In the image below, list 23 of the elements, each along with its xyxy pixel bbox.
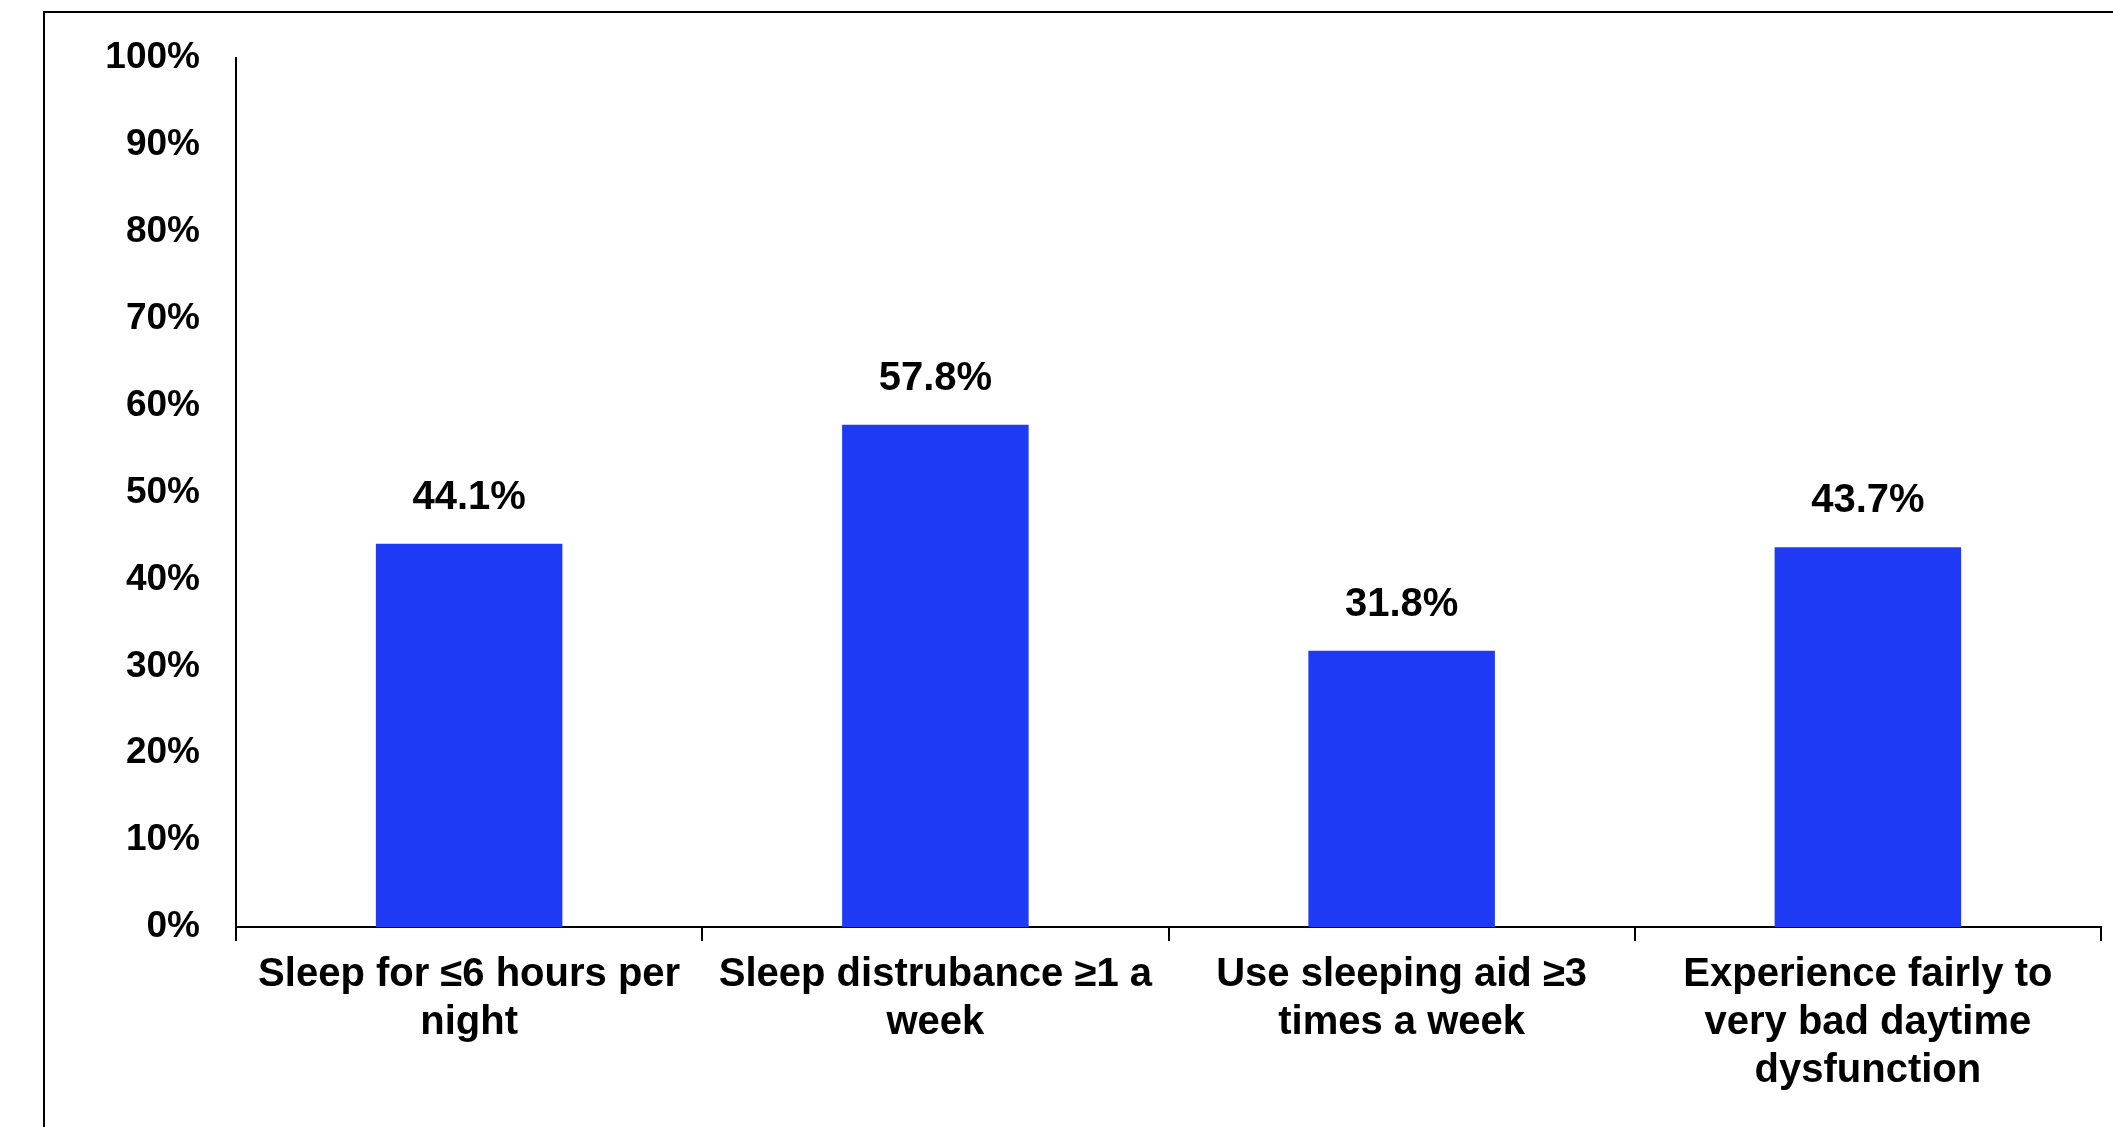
y-tick-label: 50% <box>125 469 200 511</box>
x-tick-label: Sleep for ≤6 hours per night <box>258 950 681 1043</box>
bar <box>1308 650 1495 927</box>
y-tick-label: 20% <box>125 730 200 772</box>
y-tick-label: 40% <box>125 556 200 598</box>
x-tick-label: Sleep distrubance ≥1 a week <box>718 950 1153 1043</box>
y-tick-label: 100% <box>105 35 200 77</box>
y-tick-label: 10% <box>125 817 200 859</box>
x-tick-label: Use sleeping aid ≥3 times a week <box>1216 950 1588 1043</box>
y-tick-label: 90% <box>125 122 200 164</box>
data-label: 43.7% <box>1811 476 1925 521</box>
y-tick-label: 0% <box>146 904 200 946</box>
y-tick-label: 80% <box>125 209 200 251</box>
y-tick-label: 70% <box>125 296 200 338</box>
y-tick-label: 60% <box>125 382 200 424</box>
x-tick-label: Experience fairly to very bad daytime dysfunction <box>1683 950 2053 1091</box>
bar <box>842 424 1029 927</box>
bar <box>375 543 563 927</box>
data-label: 31.8% <box>1344 579 1459 624</box>
data-label: 44.1% <box>412 472 526 517</box>
bar <box>1774 547 1962 927</box>
data-label: 57.8% <box>878 353 993 398</box>
y-tick-label: 30% <box>125 643 200 685</box>
